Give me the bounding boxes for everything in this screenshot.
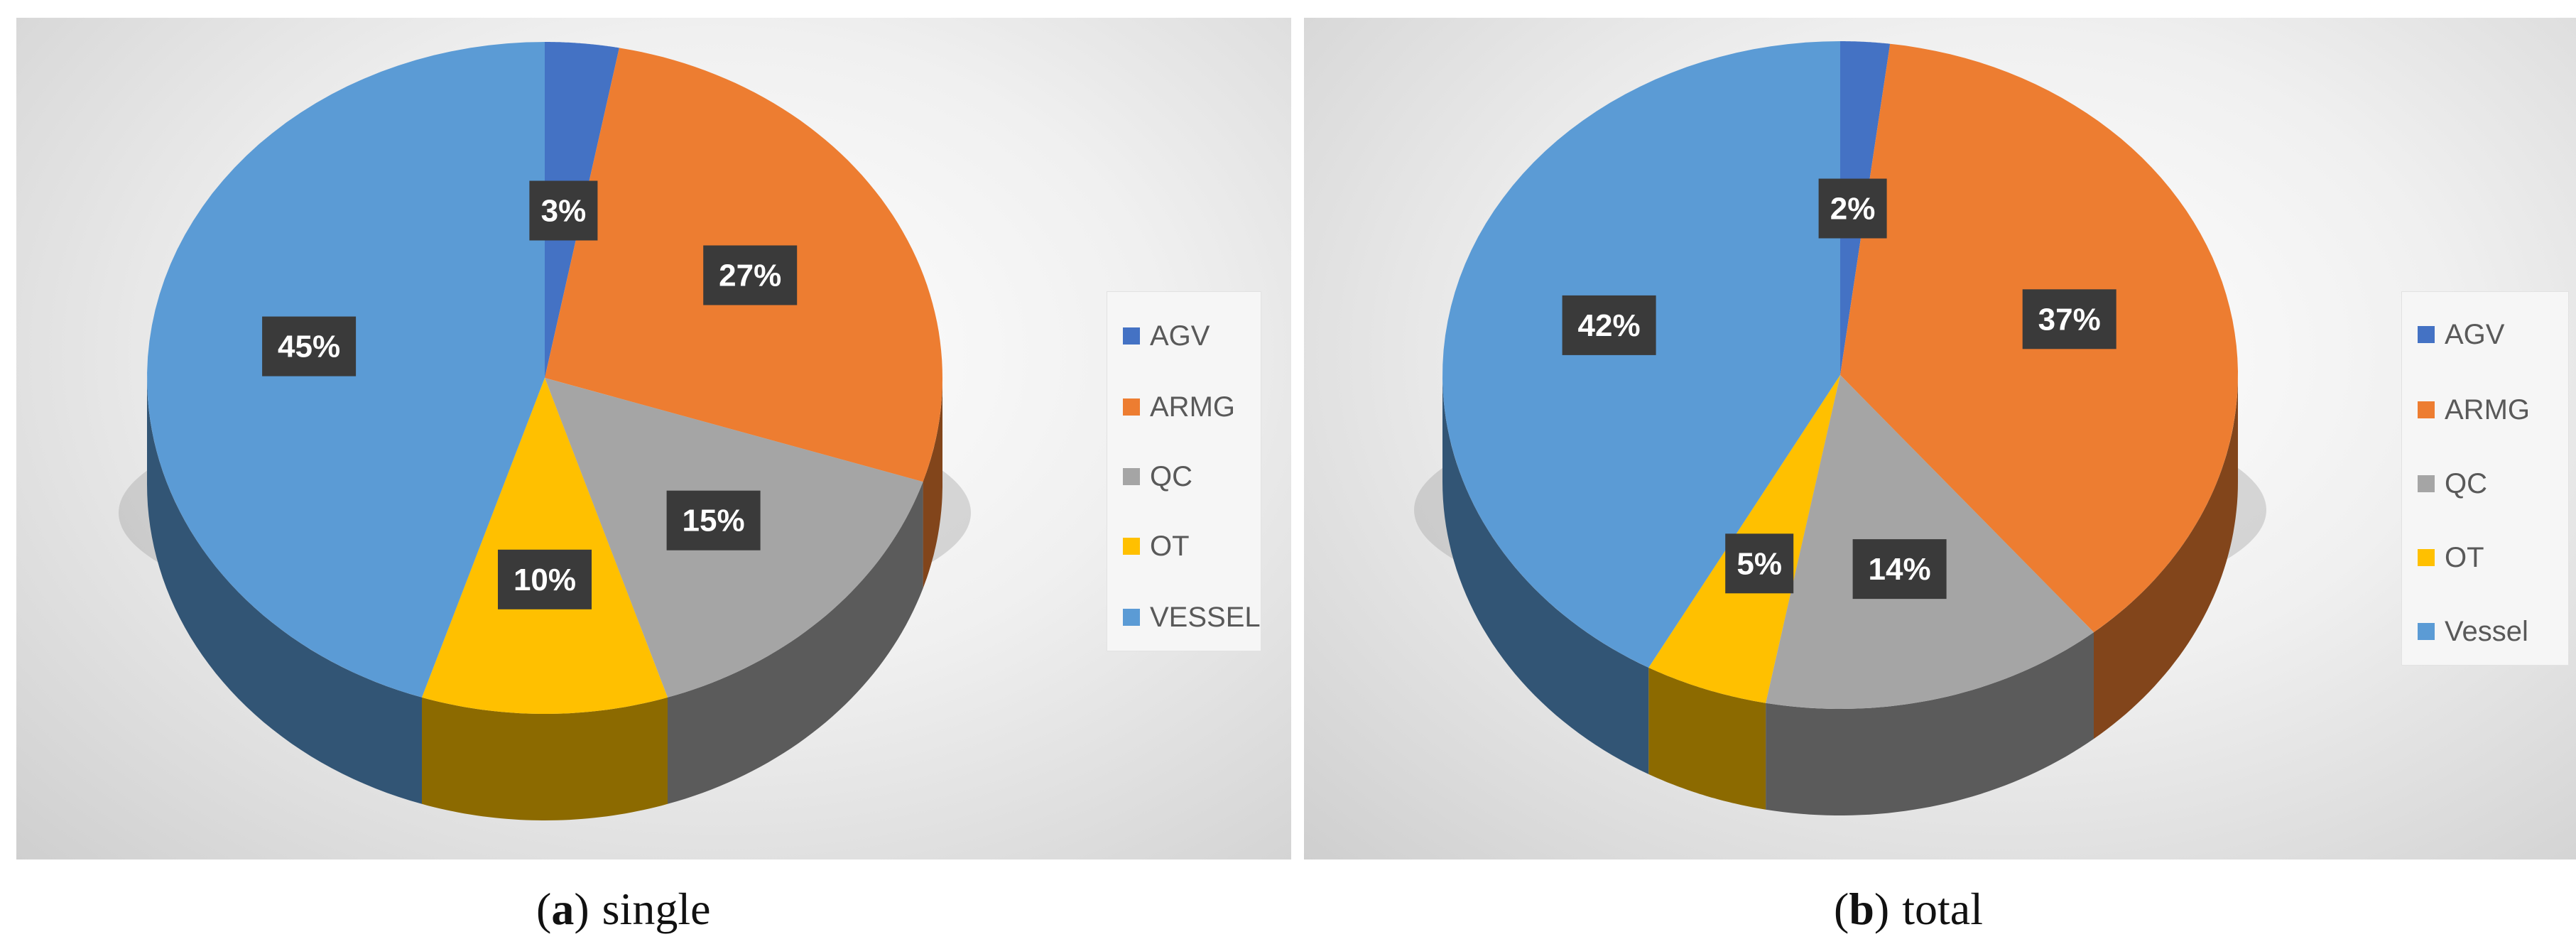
legend-item-ot: OT: [2418, 541, 2484, 573]
data-label-text: 42%: [1578, 308, 1641, 343]
legend-label: OT: [1150, 530, 1190, 562]
pie-slice-ot: [422, 378, 668, 714]
pie-side-ot: [1648, 667, 1766, 810]
legend-item-ot: OT: [1123, 530, 1190, 562]
caption-text: total: [1902, 884, 1983, 934]
caption-tag: (a): [536, 883, 589, 936]
legend-item-armg: ARMG: [2418, 394, 2530, 425]
legend-label: AGV: [2445, 318, 2505, 350]
data-label-text: 2%: [1830, 192, 1876, 227]
pie-side-vessel: [147, 378, 422, 804]
legend-label: ARMG: [1150, 391, 1235, 423]
legend-a: AGV ARMG QC OT VESSEL: [1107, 291, 1261, 651]
legend-item-vessel: Vessel: [2418, 615, 2528, 647]
legend-item-vessel: VESSEL: [1123, 601, 1261, 633]
caption-paren-close: ): [1874, 884, 1890, 934]
legend-label: ARMG: [2445, 394, 2530, 425]
pie-chart-a: 3% 27% 15% 10% 45%: [119, 42, 971, 820]
legend-swatch: [1123, 327, 1140, 345]
legend-item-qc: QC: [1123, 460, 1192, 492]
data-label-box: [498, 549, 592, 609]
data-label-box: [1818, 178, 1887, 239]
legend-swatch: [1123, 468, 1140, 485]
data-label-armg: 27%: [703, 245, 798, 305]
legend-swatch: [1123, 538, 1140, 555]
caption-a: (a) single: [536, 877, 711, 941]
caption-tag: (b): [1834, 883, 1889, 936]
data-label-box: [703, 245, 798, 305]
data-label-text: 27%: [719, 259, 781, 293]
pie-side-vessel: [1442, 375, 1649, 774]
data-label-box: [666, 490, 761, 551]
data-label-text: 15%: [683, 504, 745, 538]
chart-a-panel: 3% 27% 15% 10% 45% AGV ARMG QC OT VESSEL: [16, 18, 1291, 859]
data-label-text: 5%: [1737, 546, 1782, 581]
data-label-box: [1562, 295, 1656, 355]
data-label-text: 45%: [278, 330, 340, 364]
legend-swatch: [2418, 401, 2435, 418]
data-label-text: 14%: [1869, 552, 1931, 587]
caption-paren-open: (: [536, 884, 552, 934]
data-label-box: [529, 180, 598, 241]
pie-side-armg: [2094, 375, 2238, 739]
data-label-vessel: 42%: [1562, 295, 1656, 355]
data-label-box: [1852, 539, 1947, 600]
legend-label: Vessel: [2445, 615, 2528, 647]
legend-item-agv: AGV: [2418, 318, 2505, 350]
legend-label: QC: [1150, 460, 1192, 492]
pie-side-qc: [668, 482, 923, 804]
legend-swatch: [2418, 475, 2435, 492]
legend-label: QC: [2445, 467, 2487, 499]
data-label-ot: 5%: [1725, 533, 1794, 594]
caption-text: single: [602, 884, 711, 934]
data-label-ot: 10%: [498, 549, 592, 609]
pie-side-ot: [422, 697, 668, 820]
caption-paren-open: (: [1834, 884, 1849, 934]
data-label-armg: 37%: [2022, 289, 2116, 349]
pie-chart-b: 2% 37% 14% 5% 42%: [1414, 41, 2266, 815]
data-label-text: 10%: [513, 563, 576, 597]
caption-letter: a: [551, 884, 575, 934]
data-label-box: [2022, 289, 2116, 349]
legend-swatch: [2418, 623, 2435, 640]
data-label-vessel: 45%: [262, 316, 357, 376]
data-label-box: [262, 316, 357, 376]
data-label-text: 3%: [541, 194, 587, 229]
pie-side-armg: [923, 378, 942, 589]
legend-item-armg: ARMG: [1123, 391, 1235, 423]
data-label-box: [1725, 533, 1794, 594]
caption-letter: b: [1849, 884, 1874, 934]
legend-item-qc: QC: [2418, 467, 2487, 499]
legend-label: AGV: [1150, 320, 1210, 352]
data-label-text: 37%: [2038, 302, 2101, 337]
caption-b: (b) total: [1834, 877, 1983, 941]
legend-label: VESSEL: [1150, 601, 1261, 633]
chart-b-panel: 2% 37% 14% 5% 42% AGV ARMG QC OT Vessel: [1304, 18, 2576, 859]
pie-side-qc: [1766, 632, 2094, 815]
data-label-qc: 15%: [666, 490, 761, 551]
data-label-qc: 14%: [1852, 539, 1947, 600]
data-label-agv: 3%: [529, 180, 598, 241]
legend-swatch: [2418, 549, 2435, 566]
legend-swatch: [1123, 609, 1140, 626]
data-label-agv: 2%: [1818, 178, 1887, 239]
legend-item-agv: AGV: [1123, 320, 1210, 352]
legend-label: OT: [2445, 541, 2484, 573]
caption-paren-close: ): [574, 884, 589, 934]
legend-swatch: [2418, 326, 2435, 343]
legend-swatch: [1123, 398, 1140, 416]
legend-b: AGV ARMG QC OT Vessel: [2401, 291, 2569, 666]
